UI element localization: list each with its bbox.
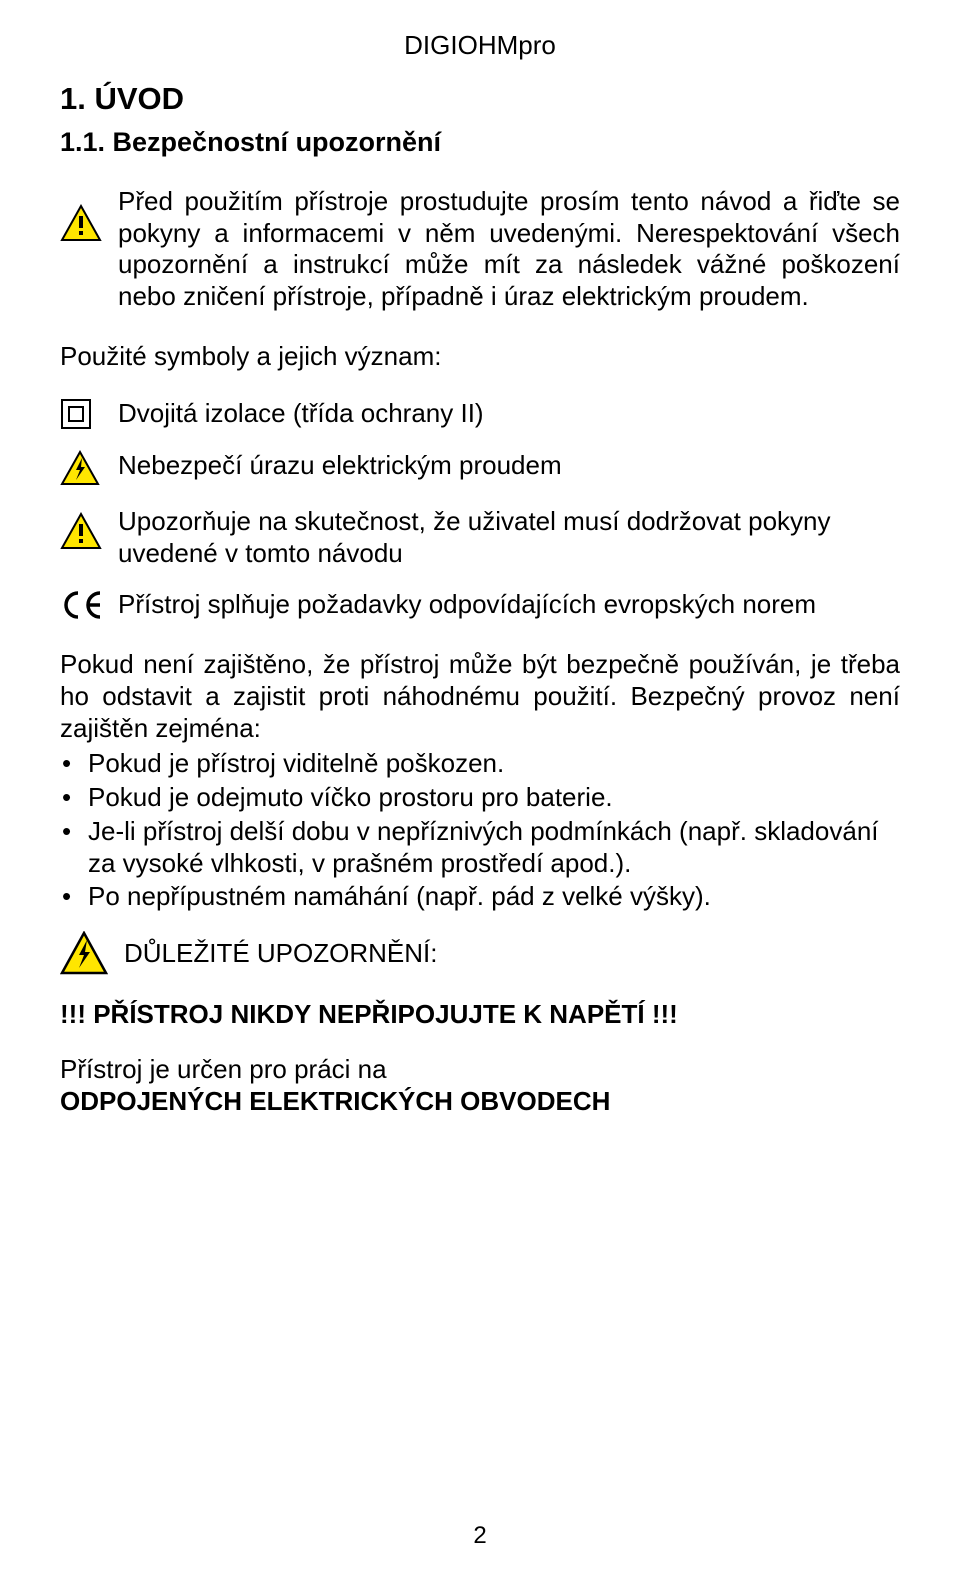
symbol-label: Přístroj splňuje požadavky odpovídajícíc… xyxy=(118,589,900,621)
section-heading: 1. ÚVOD xyxy=(60,81,900,117)
intro-text: Před použitím přístroje prostudujte pros… xyxy=(118,186,900,313)
list-item: Je-li přístroj delší dobu v nepříznivých… xyxy=(60,816,900,879)
symbol-row: Nebezpečí úrazu elektrickým proudem xyxy=(60,450,900,486)
double-insulation-icon xyxy=(60,398,118,430)
page-number: 2 xyxy=(0,1522,960,1550)
footer-line-2: ODPOJENÝCH ELEKTRICKÝCH OBVODECH xyxy=(60,1086,900,1118)
shock-hazard-icon xyxy=(60,450,118,486)
symbol-row: Dvojitá izolace (třída ochrany II) xyxy=(60,398,900,430)
intro-block: Před použitím přístroje prostudujte pros… xyxy=(60,186,900,313)
ce-mark-icon xyxy=(60,589,118,621)
symbol-label: Upozorňuje na skutečnost, že uživatel mu… xyxy=(118,506,900,569)
symbol-row: Přístroj splňuje požadavky odpovídajícíc… xyxy=(60,589,900,621)
list-item: Pokud je odejmuto víčko prostoru pro bat… xyxy=(60,782,900,814)
important-notice-text: DŮLEŽITÉ UPOZORNĚNÍ: xyxy=(124,938,437,969)
important-notice-row: DŮLEŽITÉ UPOZORNĚNÍ: xyxy=(60,931,900,975)
symbols-heading: Použité symboly a jejich význam: xyxy=(60,341,900,372)
document-header: DIGIOHMpro xyxy=(60,30,900,61)
subsection-heading: 1.1. Bezpečnostní upozornění xyxy=(60,127,900,158)
list-item: Pokud je přístroj viditelně poškozen. xyxy=(60,748,900,780)
safety-paragraph: Pokud není zajištěno, že přístroj může b… xyxy=(60,649,900,744)
shock-hazard-icon xyxy=(60,931,108,975)
attention-icon xyxy=(60,506,118,550)
bullet-list: Pokud je přístroj viditelně poškozen. Po… xyxy=(60,748,900,913)
footer-line-1: Přístroj je určen pro práci na xyxy=(60,1054,900,1086)
symbol-label: Dvojitá izolace (třída ochrany II) xyxy=(118,398,900,430)
list-item: Po nepřípustném namáhání (např. pád z ve… xyxy=(60,881,900,913)
symbol-row: Upozorňuje na skutečnost, že uživatel mu… xyxy=(60,506,900,569)
never-connect-warning: !!! PŘÍSTROJ NIKDY NEPŘIPOJUJTE K NAPĚTÍ… xyxy=(60,999,900,1030)
symbol-label: Nebezpečí úrazu elektrickým proudem xyxy=(118,450,900,482)
warning-triangle-icon xyxy=(60,186,118,242)
